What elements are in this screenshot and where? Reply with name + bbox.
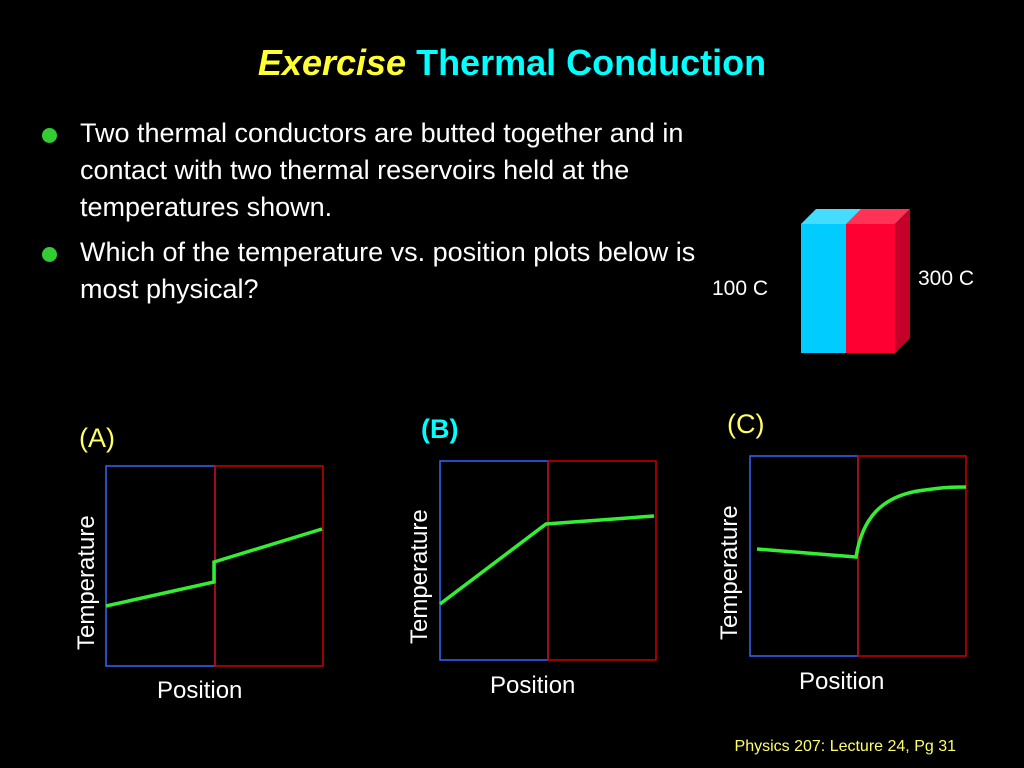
plot-a-curve: [105, 527, 323, 608]
plot-b-left-box: [439, 460, 549, 661]
plot-c-ylabel: Temperature: [716, 505, 743, 640]
bullet-icon: [42, 128, 57, 143]
plot-b-right-box: [547, 460, 657, 661]
plot-a-xlabel: Position: [157, 677, 243, 704]
bullet-item: Two thermal conductors are butted togeth…: [40, 115, 700, 226]
plot-b-ylabel: Temperature: [406, 509, 433, 644]
blue-conductor-top: [801, 209, 864, 224]
footer-text: Physics 207: Lecture 24, Pg 31: [734, 738, 956, 755]
blue-conductor: [801, 224, 849, 353]
plot-c-right-box: [857, 455, 967, 657]
plot-c-curve: [756, 485, 967, 559]
bullet-item: Which of the temperature vs. position pl…: [40, 234, 700, 308]
bullet-text: Which of the temperature vs. position pl…: [80, 237, 696, 304]
plot-c: [749, 455, 967, 657]
title-italic: Exercise: [257, 42, 407, 83]
red-conductor: [846, 224, 895, 353]
bullet-text: Two thermal conductors are butted togeth…: [80, 118, 684, 222]
red-conductor-top: [846, 209, 910, 224]
slide-title: Exercise Thermal Conduction: [0, 42, 1024, 84]
plot-b-curve: [438, 514, 655, 606]
plot-b-xlabel: Position: [490, 672, 576, 699]
bullet-list: Two thermal conductors are butted togeth…: [40, 115, 700, 316]
plot-a-right-box: [214, 465, 324, 667]
reservoir-left-label: 100 C: [712, 277, 769, 300]
plot-a-letter: (A): [79, 423, 115, 453]
title-main: Thermal Conduction: [416, 42, 767, 83]
bullet-icon: [42, 247, 57, 262]
plot-a-left-box: [105, 465, 216, 667]
plot-a: [105, 465, 324, 667]
red-conductor-side: [895, 209, 910, 353]
plot-a-ylabel: Temperature: [73, 515, 100, 650]
conductor-illustration: [801, 209, 910, 353]
plot-b-letter: (B): [421, 414, 459, 444]
plot-c-xlabel: Position: [799, 668, 885, 695]
reservoir-right-label: 300 C: [918, 267, 975, 290]
plot-b: [438, 460, 657, 661]
plot-c-letter: (C): [727, 409, 765, 439]
